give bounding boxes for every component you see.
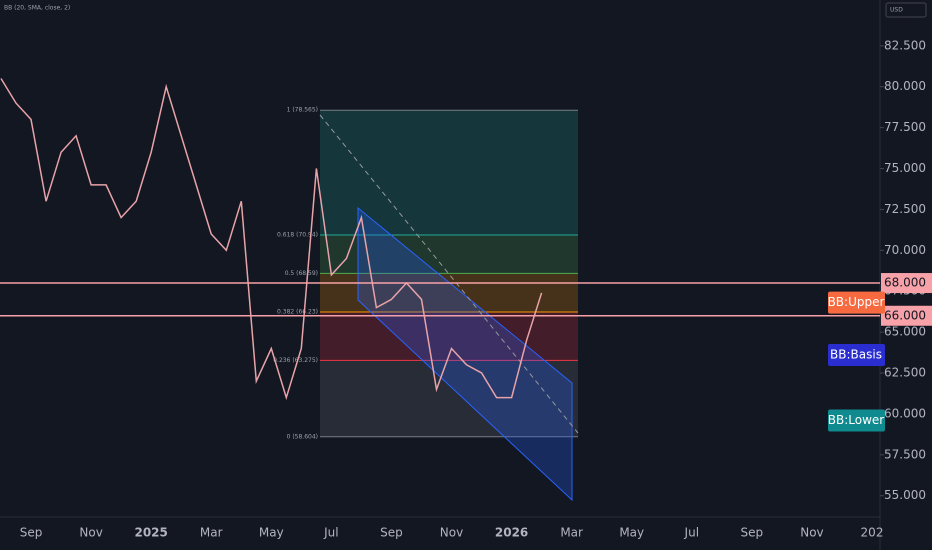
price-line	[0, 78, 543, 401]
price-label: 66.000	[884, 308, 926, 322]
x-tick-label: 2025	[134, 526, 167, 540]
annotation: BB:Upper	[828, 295, 885, 309]
fib-retracement: 1 (78.565) 0.618 (70.94) 0.5 (68.59) 0.382 …	[273, 107, 578, 440]
fib-zone	[320, 234, 578, 274]
x-tick-label: Sep	[20, 526, 43, 540]
y-tick-label: 75.000	[884, 161, 926, 175]
fib-label: 0.5 (68.59)	[285, 270, 318, 277]
x-tick-label: Jul	[684, 526, 699, 540]
y-tick-label: 60.000	[884, 406, 926, 420]
price-label-bg	[881, 305, 932, 326]
x-tick-label: Nov	[79, 526, 102, 540]
fib-zone	[320, 360, 578, 437]
x-tick-label: Jul	[323, 526, 338, 540]
annotation-bg	[828, 291, 885, 314]
y-tick-label: 65.000	[884, 325, 926, 339]
y-tick-label: 70.000	[884, 243, 926, 257]
fib-label: 0.382 (66.23)	[277, 308, 318, 315]
price-label: 68.000	[884, 276, 926, 290]
y-tick-label: 80.000	[884, 79, 926, 93]
annotation: BB:Basis	[830, 348, 882, 362]
x-tick-label: 202	[861, 526, 884, 540]
y-tick-label: 72.500	[884, 202, 926, 216]
x-tick-label: Sep	[741, 526, 764, 540]
fib-label: 1 (78.565)	[287, 107, 318, 114]
parallel-channel	[357, 206, 573, 502]
x-tick-label: Sep	[380, 526, 403, 540]
y-tick-label: 62.500	[884, 366, 926, 380]
fib-label: 0 (58.604)	[287, 433, 318, 440]
annotation-bg	[828, 409, 885, 432]
annotation: BB:Lower	[828, 413, 885, 427]
y-tick-label: 77.500	[884, 120, 926, 134]
x-tick-label: Nov	[440, 526, 463, 540]
x-tick-label: Nov	[800, 526, 823, 540]
currency-box[interactable]	[885, 2, 927, 18]
fib-zone	[320, 110, 578, 235]
y-tick-label: 82.500	[884, 38, 926, 52]
y-tick-label: 57.500	[884, 447, 926, 461]
price-label-bg	[881, 273, 932, 294]
x-tick-label: May	[259, 526, 284, 540]
currency: USD	[890, 7, 903, 14]
x-tick-label: Mar	[560, 526, 583, 540]
y-tick-label: 55.000	[884, 488, 926, 502]
x-tick-label: 2026	[495, 526, 528, 540]
fib-label: 0.618 (70.94)	[277, 231, 318, 238]
fib-zone	[320, 273, 578, 312]
x-tick-label: Mar	[200, 526, 223, 540]
fib-label: 0.236 (63.275)	[273, 357, 318, 364]
x-tick-label: May	[619, 526, 644, 540]
annotation-bg	[828, 344, 885, 367]
indicator-label: BB (20, SMA, close, 2)	[4, 5, 70, 12]
